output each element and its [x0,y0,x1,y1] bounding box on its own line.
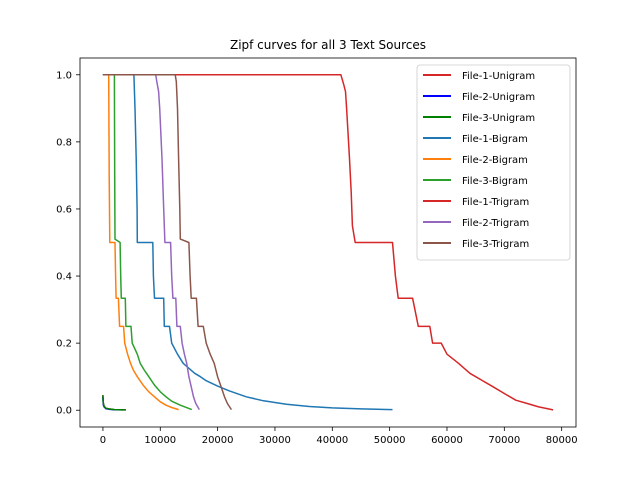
legend-label: File-3-Unigram [462,113,535,124]
x-tick-label: 30000 [259,435,291,446]
y-tick-label: 0.8 [56,137,72,148]
legend: File-1-Unigram File-2-Unigram File-3-Unigr… [416,64,571,261]
x-tick-label: 20000 [202,435,234,446]
legend-label: File-1-Trigram [462,197,529,208]
axes-layer: 0 10000 20000 30000 40000 50000 60000 70000 8000… [56,57,578,446]
x-tick-label: 50000 [374,435,406,446]
plot-frame [79,57,577,428]
y-tick-label: 0.0 [56,406,72,417]
series-line-5 [102,74,179,411]
legend-label: File-1-Bigram [462,134,528,145]
legend-label: File-2-Bigram [462,155,528,166]
chart-title: Zipf curves for all 3 Text Sources [230,38,426,52]
legend-box [416,64,571,261]
legend-label: File-2-Trigram [462,218,529,229]
legend-label: File-2-Unigram [462,92,535,103]
x-tick-label: 40000 [316,435,348,446]
series-line-8 [102,74,200,410]
x-tick-label: 70000 [488,435,520,446]
x-tick-label: 60000 [431,435,463,446]
series-layer [102,74,554,411]
legend-label: File-1-Unigram [462,71,535,82]
series-line-6 [102,74,193,411]
y-tick-label: 0.6 [56,204,72,215]
x-tick-label: 10000 [144,435,176,446]
y-tick-label: 1.0 [56,70,72,81]
legend-label: File-3-Bigram [462,176,528,187]
legend-label: File-3-Trigram [462,239,529,250]
y-tick-label: 0.2 [56,339,72,350]
y-tick-label: 0.4 [56,272,72,283]
x-tick-label: 0 [100,435,106,446]
series-line-3 [102,395,126,411]
series-line-7 [102,74,554,411]
x-tick-label: 80000 [546,435,578,446]
series-line-4 [102,74,393,411]
series-line-9 [102,74,233,411]
